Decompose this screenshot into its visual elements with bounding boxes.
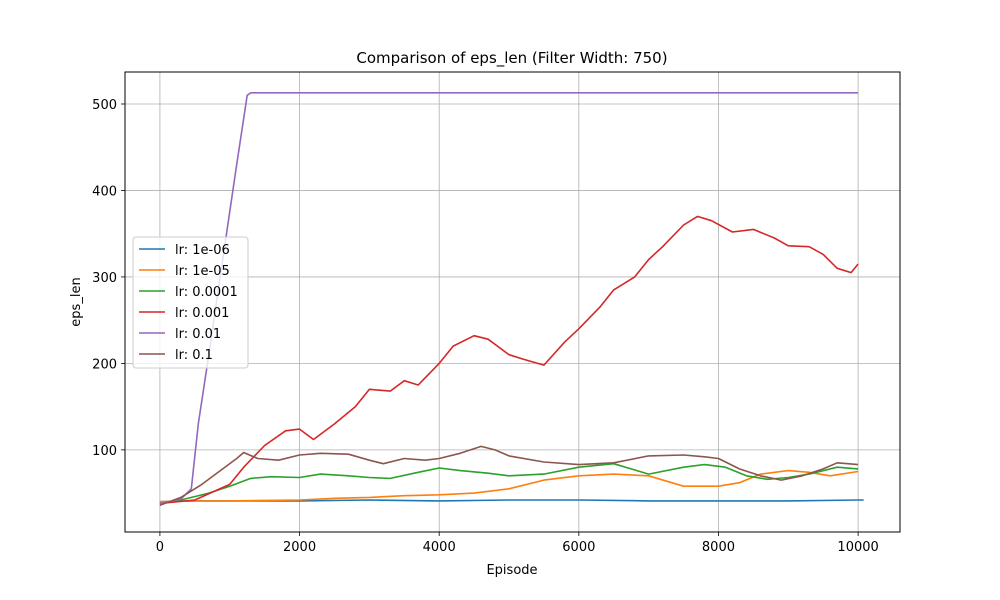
y-tick-label: 100 xyxy=(92,444,117,459)
chart-title: Comparison of eps_len (Filter Width: 750… xyxy=(356,49,667,68)
legend-label: lr: 1e-05 xyxy=(175,264,230,279)
x-tick-label: 0 xyxy=(156,540,164,555)
legend-label: lr: 1e-06 xyxy=(175,243,230,258)
plot-frame xyxy=(124,71,901,533)
legend-label: lr: 0.01 xyxy=(175,327,221,342)
x-tick-label: 2000 xyxy=(283,540,316,555)
y-tick-label: 400 xyxy=(92,184,117,199)
legend-label: lr: 0.1 xyxy=(175,348,213,363)
x-tick-label: 8000 xyxy=(702,540,735,555)
x-axis-label: Episode xyxy=(486,563,537,578)
x-tick-label: 6000 xyxy=(562,540,595,555)
y-tick-label: 500 xyxy=(92,98,117,113)
legend-label: lr: 0.0001 xyxy=(175,285,238,300)
series-line-lr-1e-05 xyxy=(159,469,859,503)
grid xyxy=(125,72,900,532)
series-line-lr-0-0001 xyxy=(159,462,859,505)
legend: lr: 1e-06 lr: 1e-05 lr: 0.0001 lr: 0.001 lr:… xyxy=(132,236,249,369)
series-lines xyxy=(159,92,864,506)
series-line-lr-0-01 xyxy=(159,92,859,505)
y-tick-label: 300 xyxy=(92,271,117,286)
series-line-lr-0-1 xyxy=(159,445,859,506)
x-tick-label: 4000 xyxy=(423,540,456,555)
y-axis-ticks: 100 200 300 400 500 xyxy=(92,98,125,459)
series-line-lr-0-001 xyxy=(159,215,859,505)
x-axis-ticks: 0 2000 4000 6000 8000 10000 xyxy=(156,532,879,555)
y-tick-label: 200 xyxy=(92,357,117,372)
x-tick-label: 10000 xyxy=(837,540,878,555)
legend-label: lr: 0.001 xyxy=(175,306,229,321)
y-axis-label: eps_len xyxy=(69,277,84,326)
